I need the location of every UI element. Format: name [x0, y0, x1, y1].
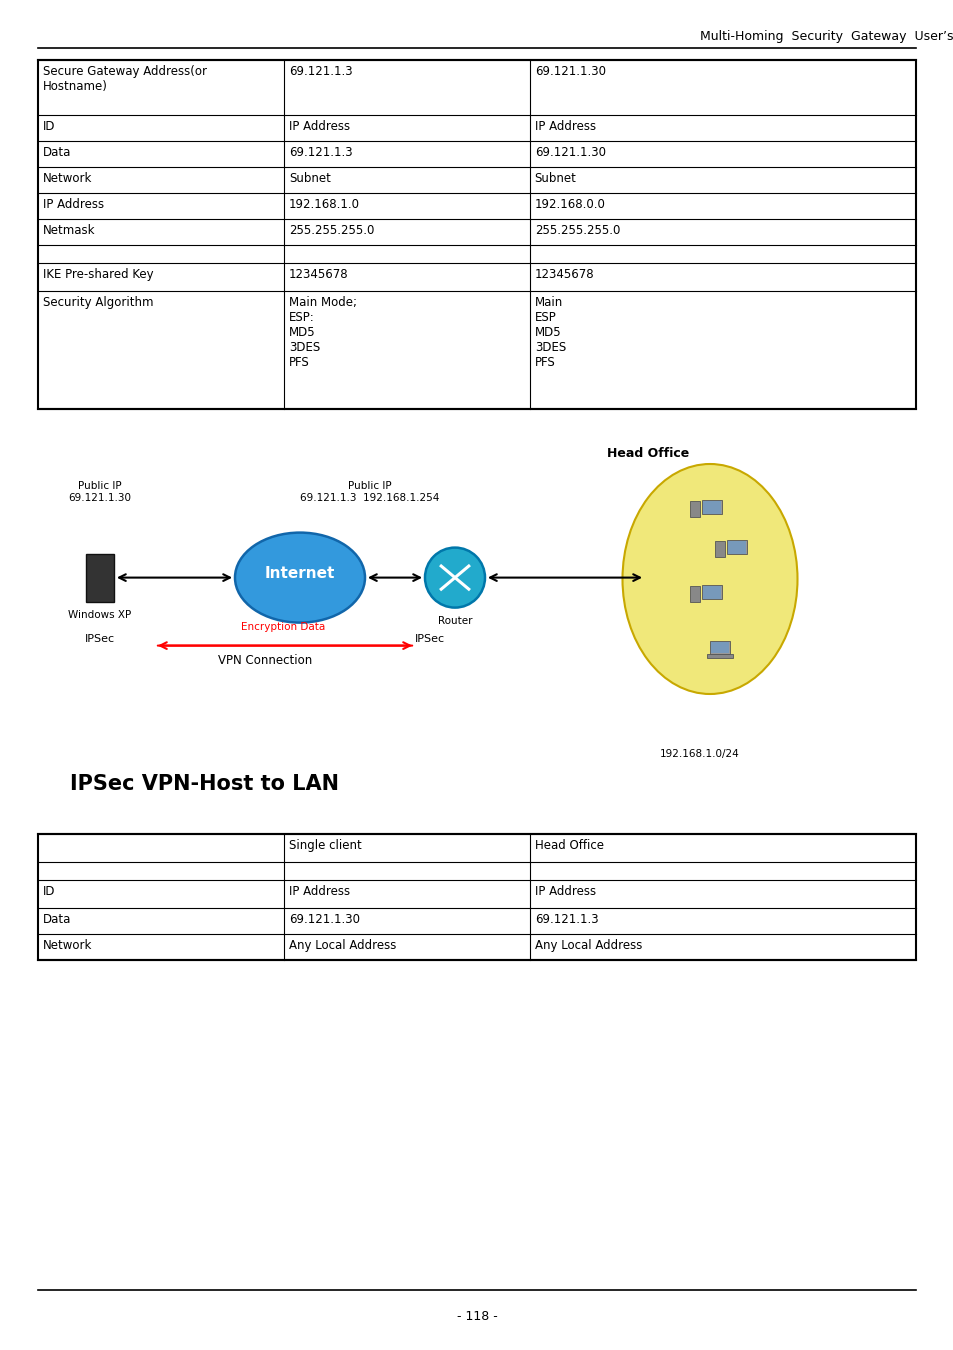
Text: Security Algorithm: Security Algorithm	[43, 296, 153, 309]
Text: 12345678: 12345678	[534, 269, 594, 281]
Text: Data: Data	[43, 146, 71, 159]
Text: Head Office: Head Office	[606, 447, 688, 460]
Text: 69.121.1.30: 69.121.1.30	[289, 913, 359, 926]
Bar	[689, 501, 700, 517]
Text: Data: Data	[43, 913, 71, 926]
Text: 69.121.1.3: 69.121.1.3	[289, 65, 352, 78]
Bar	[714, 541, 724, 558]
Text: VPN Connection: VPN Connection	[217, 653, 312, 667]
Bar	[726, 540, 746, 555]
Text: Network: Network	[43, 940, 92, 952]
Text: IP Address: IP Address	[289, 886, 350, 898]
Bar	[38, 59, 915, 409]
Text: 192.168.1.0: 192.168.1.0	[289, 198, 359, 211]
Text: 69.121.1.3: 69.121.1.3	[289, 146, 352, 159]
Text: Windows XP: Windows XP	[69, 610, 132, 620]
Text: ID: ID	[43, 886, 55, 898]
Text: Netmask: Netmask	[43, 224, 95, 238]
Text: Any Local Address: Any Local Address	[534, 940, 641, 952]
Text: Secure Gateway Address(or
Hostname): Secure Gateway Address(or Hostname)	[43, 65, 207, 93]
Bar	[689, 586, 700, 602]
Text: Subnet: Subnet	[534, 171, 576, 185]
Text: 192.168.0.0: 192.168.0.0	[534, 198, 605, 211]
Text: Internet: Internet	[265, 566, 335, 580]
Text: Network: Network	[43, 171, 92, 185]
Text: Subnet: Subnet	[289, 171, 331, 185]
Text: Single client: Single client	[289, 838, 361, 852]
Text: IP Address: IP Address	[43, 198, 104, 211]
Text: 69.121.1.30: 69.121.1.30	[534, 65, 605, 78]
Text: Head Office: Head Office	[534, 838, 603, 852]
Text: Main
ESP
MD5
3DES
PFS: Main ESP MD5 3DES PFS	[534, 296, 565, 369]
Text: ID: ID	[43, 120, 55, 134]
Bar	[707, 653, 732, 657]
Bar	[727, 541, 745, 554]
Text: IKE Pre-shared Key: IKE Pre-shared Key	[43, 269, 153, 281]
Text: 12345678: 12345678	[289, 269, 348, 281]
Circle shape	[424, 548, 484, 608]
Text: Multi-Homing  Security  Gateway  User’s  Manual: Multi-Homing Security Gateway User’s Man…	[700, 30, 953, 43]
Bar	[701, 585, 721, 599]
Ellipse shape	[622, 464, 797, 694]
Text: 69.121.1.3: 69.121.1.3	[534, 913, 598, 926]
Text: IPSec: IPSec	[85, 633, 115, 644]
Text: Encryption Data: Encryption Data	[240, 621, 325, 632]
Bar	[701, 500, 721, 514]
Bar	[38, 834, 915, 960]
Text: 255.255.255.0: 255.255.255.0	[289, 224, 374, 238]
Text: IPSec VPN-Host to LAN: IPSec VPN-Host to LAN	[71, 774, 339, 794]
Text: IPSec: IPSec	[415, 633, 445, 644]
Text: Public IP
69.121.1.30: Public IP 69.121.1.30	[69, 481, 132, 502]
Text: IP Address: IP Address	[289, 120, 350, 134]
Bar	[709, 641, 729, 653]
Text: Public IP
69.121.1.3  192.168.1.254: Public IP 69.121.1.3 192.168.1.254	[300, 481, 439, 502]
Bar	[702, 501, 720, 513]
Text: IP Address: IP Address	[534, 120, 596, 134]
Bar	[710, 643, 728, 653]
Text: IP Address: IP Address	[534, 886, 596, 898]
Text: 69.121.1.30: 69.121.1.30	[534, 146, 605, 159]
Text: - 118 -: - 118 -	[456, 1310, 497, 1323]
Text: Any Local Address: Any Local Address	[289, 940, 395, 952]
Text: Router: Router	[437, 616, 472, 625]
Text: 192.168.1.0/24: 192.168.1.0/24	[659, 749, 740, 759]
Text: 255.255.255.0: 255.255.255.0	[534, 224, 619, 238]
Ellipse shape	[234, 533, 365, 622]
Bar	[702, 586, 720, 598]
Bar	[86, 554, 113, 602]
Text: Main Mode;
ESP:
MD5
3DES
PFS: Main Mode; ESP: MD5 3DES PFS	[289, 296, 356, 369]
